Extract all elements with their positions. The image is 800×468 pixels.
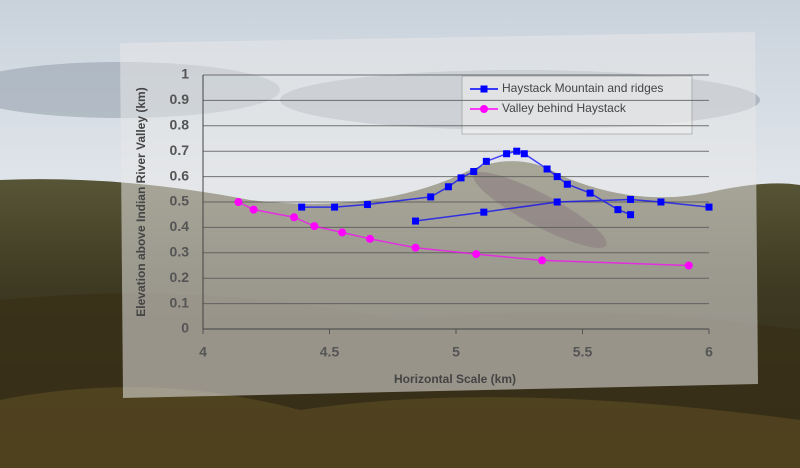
y-tick-label: 0.7 xyxy=(170,142,190,158)
x-tick-label: 6 xyxy=(705,344,713,360)
point xyxy=(705,203,713,211)
point xyxy=(513,147,521,155)
legend-marker xyxy=(480,85,488,93)
y-tick-label: 0.6 xyxy=(170,167,190,183)
point xyxy=(553,173,561,181)
y-tick-label: 0.5 xyxy=(170,193,190,209)
point xyxy=(338,228,347,237)
y-tick-label: 0.1 xyxy=(170,294,190,310)
y-tick-label: 1 xyxy=(181,66,189,82)
point xyxy=(412,217,420,225)
x-tick-label: 4 xyxy=(199,344,207,360)
point xyxy=(249,205,258,214)
point xyxy=(482,157,490,165)
point xyxy=(480,208,488,216)
point xyxy=(472,250,481,259)
x-tick-label: 4.5 xyxy=(320,344,340,360)
point xyxy=(614,206,622,214)
point xyxy=(427,193,435,201)
point xyxy=(310,222,319,231)
point xyxy=(363,201,371,209)
x-tick-label: 5 xyxy=(452,344,460,360)
x-axis-label: Horizontal Scale (km) xyxy=(394,372,516,386)
point xyxy=(503,150,511,158)
legend: Haystack Mountain and ridges Valley behin… xyxy=(461,75,693,135)
highlight-shape xyxy=(473,172,607,248)
point xyxy=(563,180,571,188)
point xyxy=(411,243,420,252)
point xyxy=(365,234,374,243)
y-tick-label: 0 xyxy=(181,320,189,336)
legend-label: Valley behind Haystack xyxy=(502,101,627,115)
point xyxy=(290,213,299,222)
legend-marker xyxy=(480,105,488,113)
point xyxy=(657,198,665,206)
point xyxy=(520,150,528,158)
point xyxy=(331,203,339,211)
point xyxy=(444,183,452,191)
point xyxy=(543,165,551,173)
point xyxy=(684,261,693,270)
point xyxy=(553,198,561,206)
point xyxy=(538,256,547,265)
y-tick-label: 0.9 xyxy=(170,91,190,107)
y-tick-label: 0.4 xyxy=(170,218,190,234)
point xyxy=(470,168,478,176)
point xyxy=(457,174,465,182)
point xyxy=(234,198,243,206)
y-tick-label: 0.8 xyxy=(170,117,190,133)
y-tick-label: 0.2 xyxy=(170,269,190,285)
y-tick-label: 0.3 xyxy=(170,244,190,260)
point xyxy=(298,203,306,211)
x-tick-label: 5.5 xyxy=(573,344,593,360)
y-axis-label: Elevation above Indian River Valley (km) xyxy=(134,87,148,316)
point xyxy=(627,195,635,203)
legend-label: Haystack Mountain and ridges xyxy=(502,81,663,95)
legend-box xyxy=(461,75,693,135)
series-line xyxy=(238,201,689,267)
point xyxy=(586,189,594,197)
point xyxy=(627,211,635,219)
